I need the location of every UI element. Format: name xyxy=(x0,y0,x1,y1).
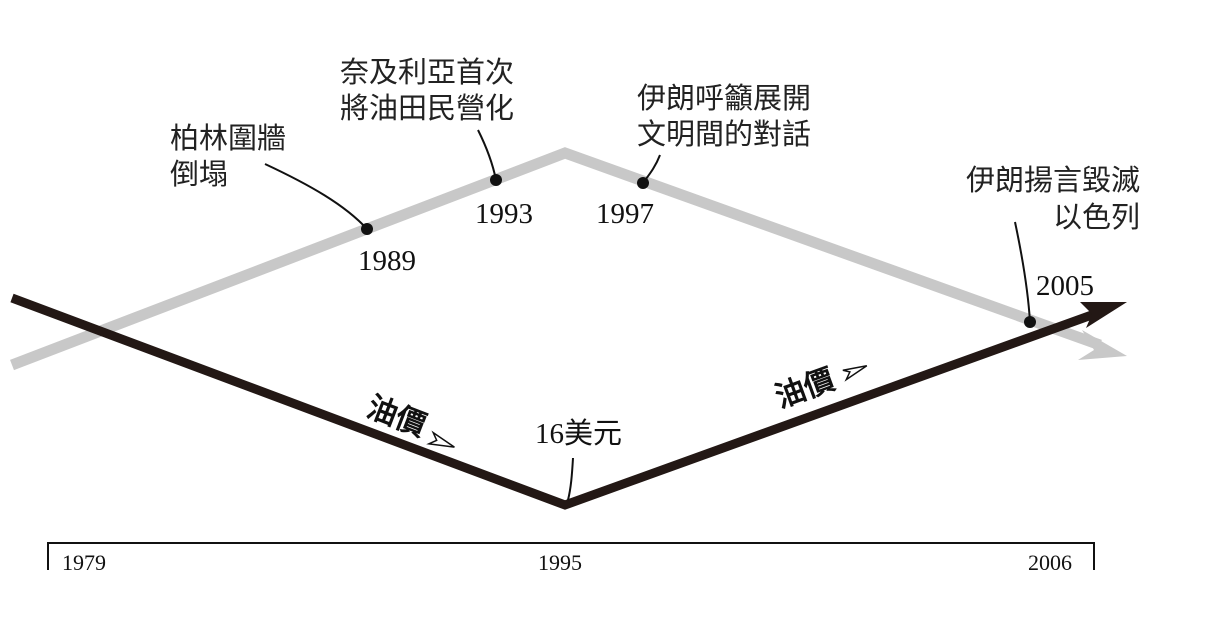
event-dot xyxy=(637,177,649,189)
direction-arrow xyxy=(842,365,868,382)
event-label: 將油田民營化 xyxy=(340,91,514,125)
event-label: 柏林圍牆 xyxy=(170,121,286,155)
timeline-year: 1979 xyxy=(62,550,106,575)
event-dot xyxy=(361,223,373,235)
leader-line xyxy=(477,129,497,181)
event-year: 2005 xyxy=(1036,270,1094,302)
rising-label-group: 油價 xyxy=(771,362,868,416)
event-label: 奈及利亞首次 xyxy=(340,55,514,89)
oil-price-line xyxy=(10,293,1102,510)
timeline-year: 1995 xyxy=(538,550,582,575)
event-label: 伊朗呼籲展開 xyxy=(637,81,811,115)
low-price-label: 16美元 xyxy=(535,417,622,450)
timeline-year: 2006 xyxy=(1028,550,1072,575)
leader-line xyxy=(567,457,574,501)
event-dot xyxy=(490,174,502,186)
event-line xyxy=(10,147,1102,371)
event-dot xyxy=(1024,316,1036,328)
event-label: 以色列 xyxy=(1053,200,1140,234)
leader-line xyxy=(264,163,368,230)
direction-arrow xyxy=(426,430,455,448)
event-arrowhead xyxy=(1078,330,1127,360)
event-label: 文明間的對話 xyxy=(637,117,811,151)
event-year: 1993 xyxy=(475,198,533,230)
timeline-axis xyxy=(47,542,1095,570)
leader-line xyxy=(1014,221,1031,323)
oil-price-arrowhead xyxy=(1080,302,1127,328)
event-label: 伊朗揚言毀滅 xyxy=(966,163,1140,197)
event-year: 1989 xyxy=(358,245,416,277)
event-year: 1997 xyxy=(596,198,654,230)
event-label: 倒塌 xyxy=(170,157,228,191)
